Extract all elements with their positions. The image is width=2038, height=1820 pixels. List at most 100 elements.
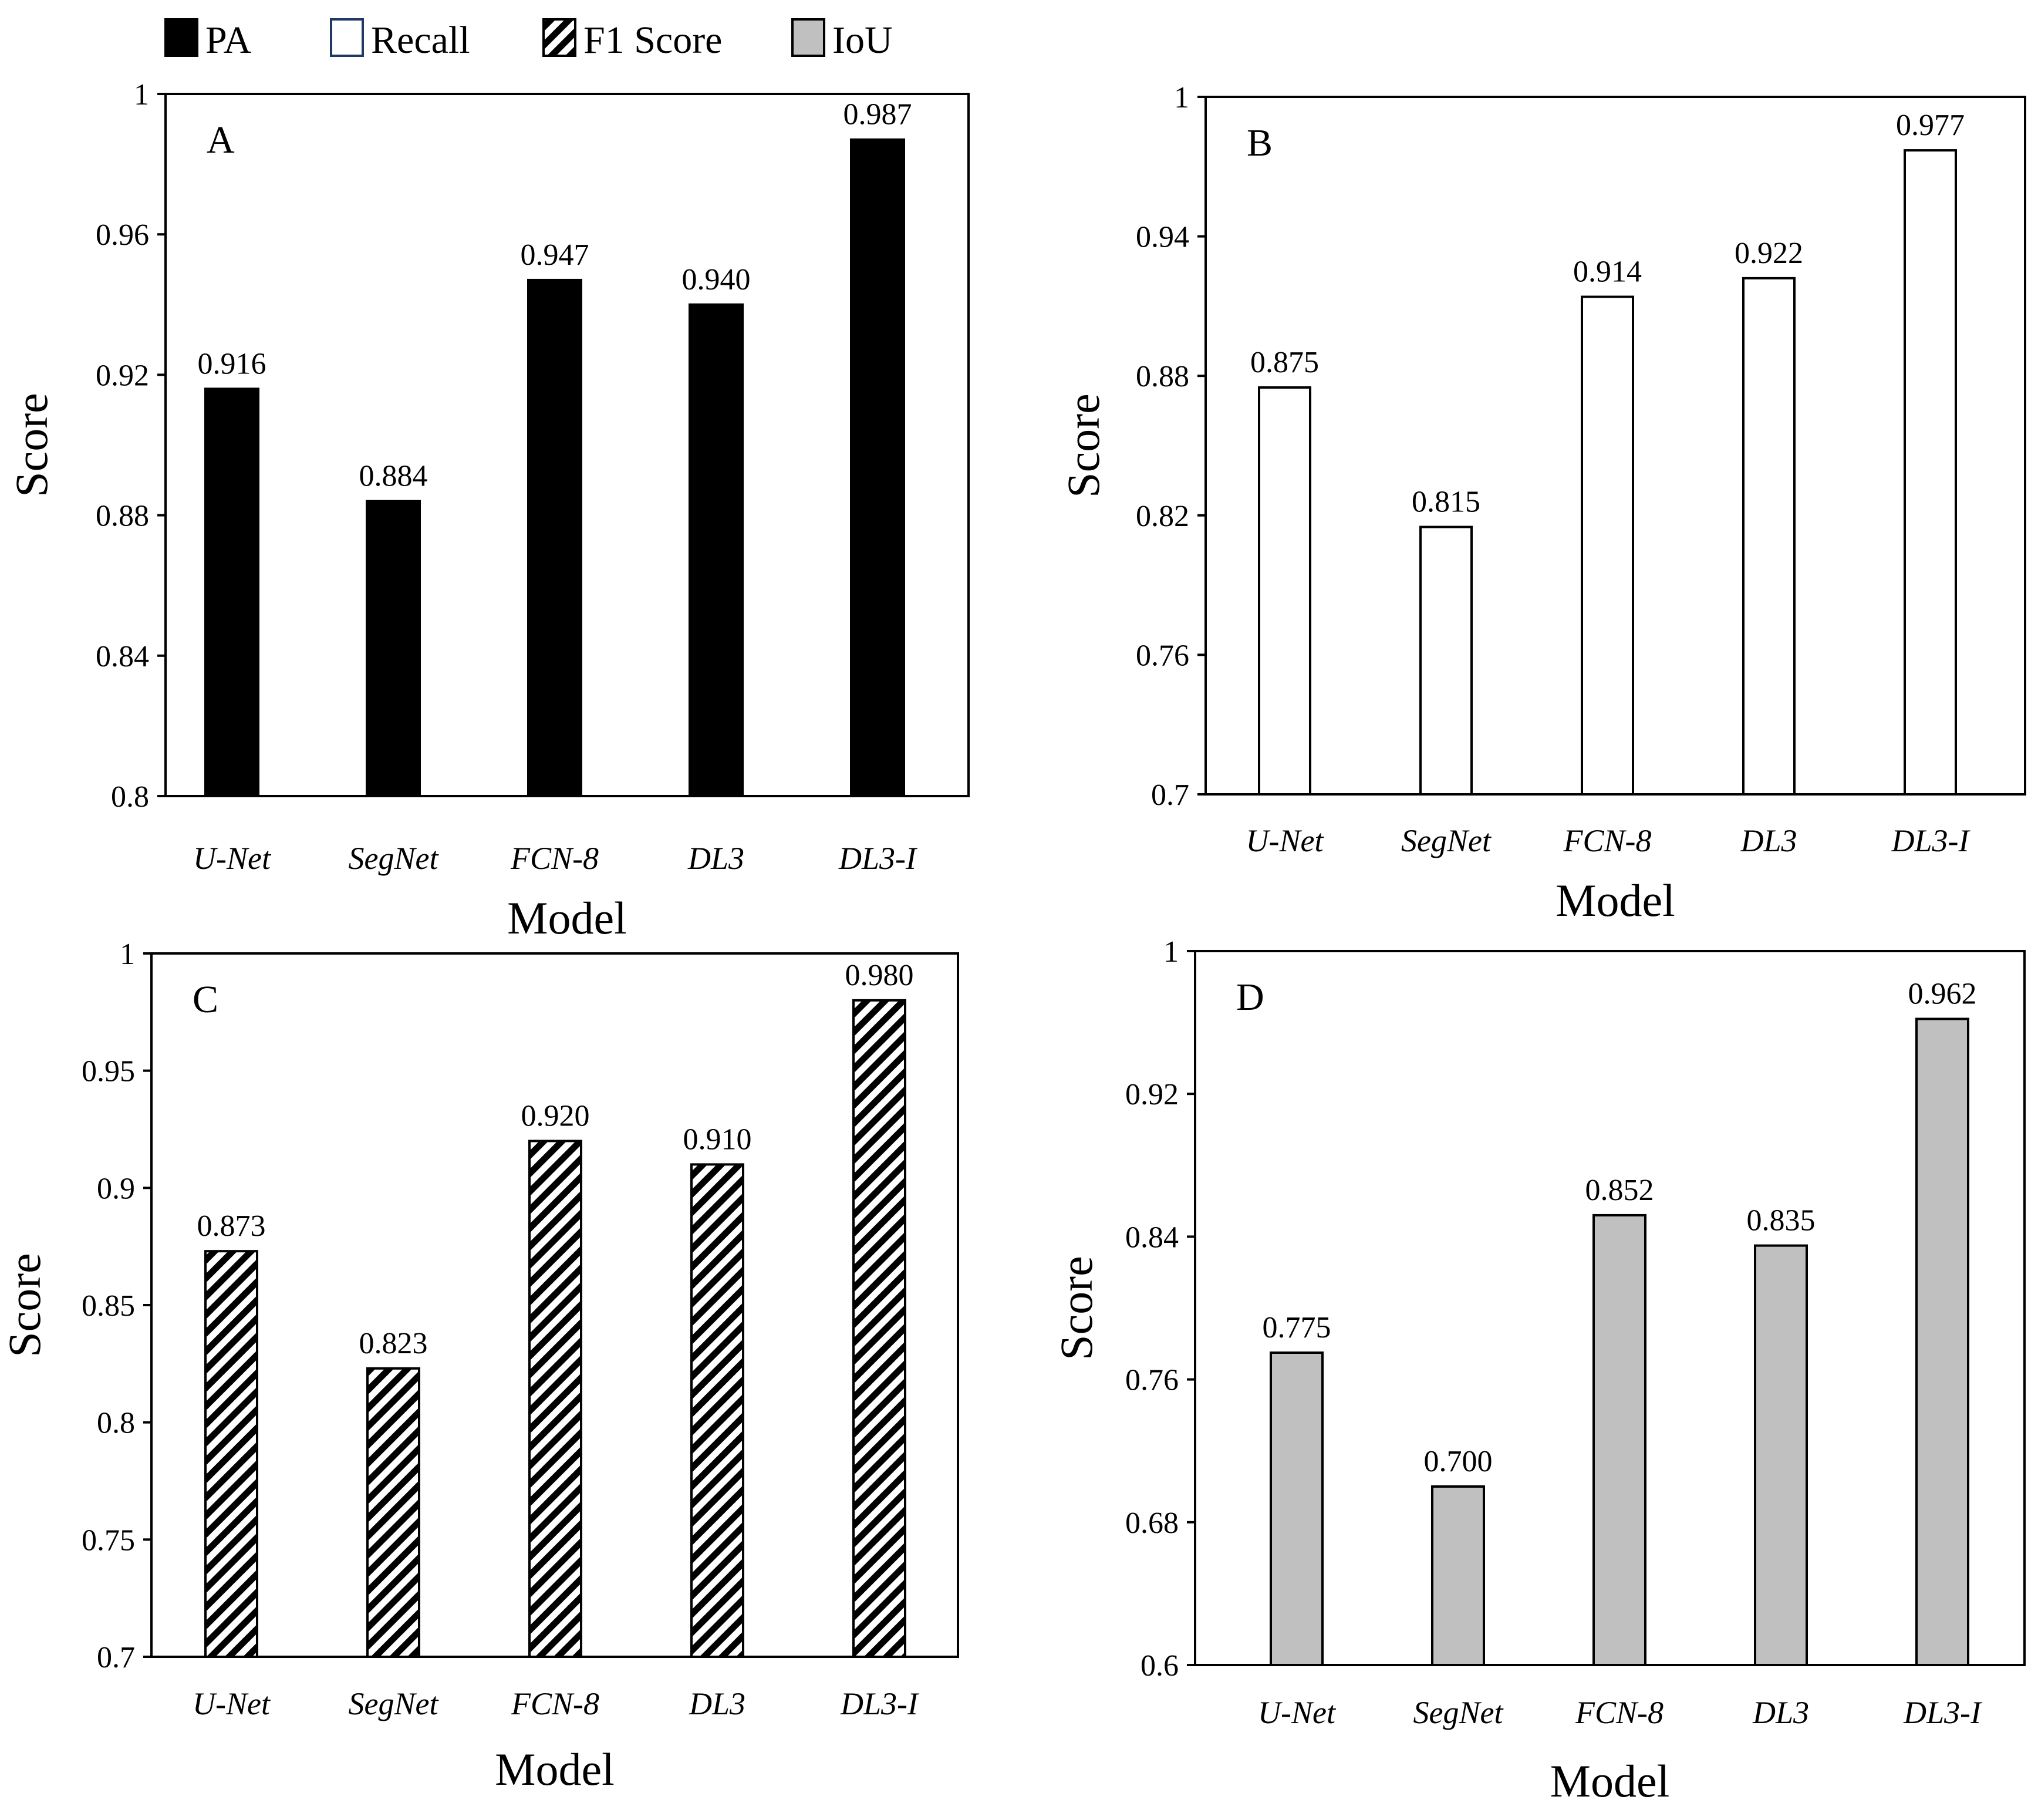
bar-fcn-8 <box>527 278 582 797</box>
legend-label-recall: Recall <box>371 19 470 62</box>
bar-value-label: 0.875 <box>1250 346 1319 379</box>
x-category-label: DL3 <box>689 1686 745 1721</box>
x-axis-title: Model <box>495 1744 615 1795</box>
bar-value-label: 0.884 <box>359 460 428 493</box>
panel-a: A 0.8 0.84 0.88 0.92 0.96 1 0.916 U-Net 0.884 SegN… <box>6 78 970 943</box>
y-tick-label: 0.88 <box>96 500 149 533</box>
y-tick-label: 0.6 <box>1141 1649 1179 1683</box>
y-axis-title: Score <box>1051 1256 1102 1360</box>
bar-dl3-i <box>1915 1017 1969 1666</box>
legend-item-f1-score: F1 Score <box>542 18 722 62</box>
legend-swatch-f1-score <box>542 18 576 57</box>
panel-letter: A <box>207 119 235 161</box>
y-tick-label: 0.92 <box>96 359 149 392</box>
x-category-label: SegNet <box>349 1686 440 1721</box>
bar-value-label: 0.980 <box>845 959 914 992</box>
x-category-label: U-Net <box>1258 1695 1337 1730</box>
y-tick-label: 0.95 <box>82 1055 135 1088</box>
bar-dl3-i <box>1904 149 1957 796</box>
y-tick-label: 1 <box>1163 935 1179 969</box>
y-tick-label: 0.68 <box>1125 1506 1179 1540</box>
y-axis-title: Score <box>0 1253 50 1357</box>
x-category-label: DL3-I <box>1903 1695 1983 1730</box>
bar-value-label: 0.823 <box>359 1327 428 1360</box>
bar-value-label: 0.700 <box>1424 1445 1493 1478</box>
y-tick-label: 0.84 <box>1125 1221 1179 1254</box>
x-category-label: FCN-8 <box>511 1686 599 1721</box>
x-axis-title: Model <box>1550 1755 1670 1806</box>
y-tick-label: 0.9 <box>97 1172 135 1205</box>
bar-value-label: 0.922 <box>1735 237 1803 270</box>
y-tick-label: 0.8 <box>111 780 149 814</box>
bar-fcn-8 <box>528 1140 582 1658</box>
y-tick-label: 0.82 <box>1136 500 1189 533</box>
panel-letter: B <box>1247 122 1273 164</box>
legend-swatch-pa <box>164 18 198 57</box>
panel-c: C 0.7 0.75 0.8 0.85 0.9 0.95 1 0.873 U-Net 0.823 Se… <box>0 938 959 1795</box>
bar-fcn-8 <box>1581 295 1634 796</box>
bar-value-label: 0.835 <box>1747 1204 1816 1238</box>
y-tick-label: 0.76 <box>1125 1364 1179 1397</box>
bar-dl3-i <box>852 999 906 1658</box>
bar-fcn-8 <box>1592 1214 1646 1666</box>
y-tick-label: 0.8 <box>97 1407 135 1440</box>
y-tick-label: 0.85 <box>82 1289 135 1323</box>
x-axis-title: Model <box>507 892 627 943</box>
x-category-label: U-Net <box>1246 823 1325 858</box>
legend-label-iou: IoU <box>832 19 893 62</box>
bar-dl3 <box>1742 277 1796 796</box>
legend-item-pa: PA <box>164 18 252 62</box>
bar-dl3 <box>690 1163 744 1658</box>
panel-d: D 0.6 0.68 0.76 0.84 0.92 1 0.775 U-Net 0.700 SegN… <box>1051 935 2026 1806</box>
x-category-label: SegNet <box>349 841 440 876</box>
x-category-label: DL3-I <box>1891 823 1971 858</box>
y-tick-label: 1 <box>120 938 135 971</box>
bar-value-label: 0.914 <box>1573 255 1642 289</box>
bar-value-label: 0.920 <box>521 1099 590 1133</box>
y-tick-label: 1 <box>1174 81 1189 114</box>
bar-segnet <box>366 500 421 797</box>
y-tick-label: 1 <box>134 78 149 112</box>
panel-letter: D <box>1236 976 1264 1019</box>
x-category-label: DL3 <box>687 841 744 876</box>
y-tick-label: 0.92 <box>1125 1078 1179 1111</box>
bar-dl3-i <box>850 138 905 798</box>
bar-u-net <box>204 387 259 797</box>
x-category-label: U-Net <box>193 1686 271 1721</box>
bar-value-label: 0.916 <box>198 347 266 380</box>
bar-segnet <box>1419 525 1473 796</box>
bar-value-label: 0.910 <box>683 1123 752 1156</box>
y-tick-label: 0.7 <box>97 1641 135 1674</box>
y-axis-title: Score <box>6 393 57 497</box>
y-tick-label: 0.76 <box>1136 639 1189 672</box>
bar-value-label: 0.947 <box>521 238 589 272</box>
y-tick-label: 0.7 <box>1151 778 1189 812</box>
panel-letter: C <box>193 978 218 1021</box>
bar-u-net <box>204 1250 258 1658</box>
legend-item-recall: Recall <box>330 18 470 62</box>
x-category-label: SegNet <box>1413 1695 1504 1730</box>
bar-dl3 <box>689 303 744 797</box>
legend-swatch-recall <box>330 18 364 57</box>
bar-value-label: 0.852 <box>1585 1174 1654 1207</box>
x-category-label: DL3-I <box>840 1686 920 1721</box>
legend: PA Recall F1 Score IoU <box>164 18 893 62</box>
x-category-label: DL3 <box>1752 1695 1809 1730</box>
bar-value-label: 0.775 <box>1263 1311 1331 1344</box>
x-category-label: U-Net <box>193 841 272 876</box>
legend-swatch-iou <box>791 18 825 57</box>
x-axis-title: Model <box>1556 875 1675 926</box>
bar-value-label: 0.940 <box>682 263 751 296</box>
panel-b: B 0.7 0.76 0.82 0.88 0.94 1 0.875 U-Net 0.815 SegN… <box>1058 81 2026 926</box>
x-category-label: FCN-8 <box>1563 823 1651 858</box>
y-axis-title: Score <box>1058 393 1109 498</box>
y-tick-label: 0.75 <box>82 1524 135 1557</box>
legend-label-pa: PA <box>205 19 252 62</box>
bar-segnet <box>366 1367 420 1659</box>
legend-item-iou: IoU <box>791 18 893 62</box>
y-tick-label: 0.96 <box>96 218 149 252</box>
x-category-label: FCN-8 <box>510 841 599 876</box>
bar-u-net <box>1270 1351 1324 1666</box>
bar-u-net <box>1258 386 1311 796</box>
